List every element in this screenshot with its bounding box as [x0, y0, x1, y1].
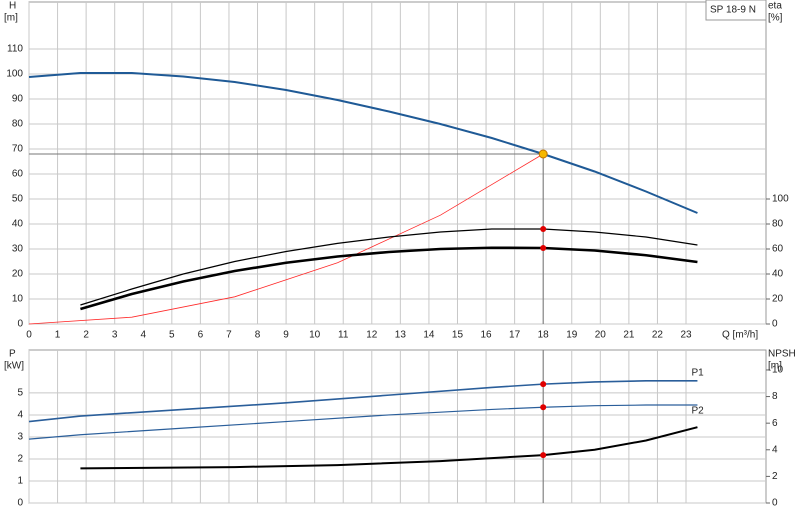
y2-tick-label: 10	[772, 365, 784, 376]
operating-point	[538, 149, 548, 159]
x-tick-label: 22	[652, 330, 664, 341]
x-tick-label: 3	[112, 330, 118, 341]
x-tick-label: 6	[198, 330, 204, 341]
y-axis-unit: [m]	[4, 13, 18, 24]
curve	[80, 426, 698, 470]
y2-tick-label: 0	[772, 498, 778, 509]
y2-tick-label: 80	[772, 219, 784, 230]
x-tick-label: 18	[538, 330, 550, 341]
x-tick-label: 20	[595, 330, 607, 341]
y2-tick-label: 20	[772, 294, 784, 305]
y-tick-label: 50	[12, 194, 24, 205]
y2-axis-label: NPSH	[768, 349, 796, 360]
y2-tick-label: 100	[772, 194, 789, 205]
y-tick-label: 90	[12, 94, 24, 105]
y2-tick-label: 60	[772, 244, 784, 255]
y-tick-label: 20	[12, 269, 24, 280]
label-box	[705, 0, 767, 21]
curve	[28, 380, 698, 423]
curve	[80, 228, 698, 306]
y-tick-label: 0	[17, 319, 23, 330]
x-tick-label: 23	[680, 330, 692, 341]
y2-axis-unit: [%]	[768, 13, 783, 24]
x-tick-label: 5	[169, 330, 175, 341]
y2-axis-label: eta	[768, 1, 782, 12]
y-tick-label: 60	[12, 169, 24, 180]
y-tick-label: 4	[17, 410, 23, 421]
series-label: P1	[691, 367, 704, 378]
curve	[28, 153, 544, 325]
duty-point	[540, 245, 547, 251]
x-tick-label: 14	[423, 330, 435, 341]
x-tick-label: 9	[283, 330, 289, 341]
x-tick-label: 21	[623, 330, 635, 341]
y-tick-label: 0	[17, 498, 23, 509]
plot-area	[28, 1, 767, 325]
y-tick-label: 40	[12, 219, 24, 230]
duty-point	[540, 452, 547, 459]
duty-point	[540, 381, 547, 388]
x-axis-label: Q [m³/h]	[722, 330, 758, 341]
box-label: SP 18-9 N	[710, 5, 756, 16]
x-tick-label: 13	[395, 330, 407, 341]
y-tick-label: 1	[17, 476, 23, 487]
y-tick-label: 2	[17, 454, 23, 465]
curve	[28, 72, 698, 214]
duty-point	[540, 404, 547, 411]
y-tick-label: 5	[17, 388, 23, 399]
x-tick-label: 2	[83, 330, 89, 341]
x-tick-label: 17	[509, 330, 521, 341]
x-tick-label: 7	[226, 330, 232, 341]
y-tick-label: 110	[7, 44, 23, 55]
x-tick-label: 8	[255, 330, 261, 341]
y-tick-label: 70	[12, 144, 24, 155]
x-tick-label: 4	[140, 330, 146, 341]
x-tick-label: 1	[55, 330, 61, 341]
x-tick-label: 0	[26, 330, 32, 341]
y2-tick-label: 4	[772, 444, 778, 455]
y2-tick-label: 8	[772, 391, 778, 402]
y-tick-label: 30	[12, 244, 24, 255]
y-tick-label: 100	[6, 69, 23, 80]
y-tick-label: 80	[12, 119, 24, 130]
y2-tick-label: 40	[772, 269, 784, 280]
x-tick-label: 11	[338, 330, 349, 341]
plot-area	[28, 349, 767, 504]
duty-point	[540, 226, 547, 232]
series-label: P2	[691, 406, 704, 417]
y-axis-unit: [kW]	[4, 361, 24, 372]
y-axis-label: H	[9, 1, 16, 12]
x-tick-label: 12	[366, 330, 378, 341]
y2-tick-label: 2	[772, 471, 778, 482]
x-tick-label: 15	[452, 330, 464, 341]
y-axis-label: P	[9, 349, 16, 360]
y2-tick-label: 6	[772, 418, 778, 429]
y-tick-label: 3	[17, 432, 23, 443]
curve	[28, 404, 698, 440]
x-tick-label: 10	[309, 330, 321, 341]
y2-tick-label: 0	[772, 319, 778, 330]
curve	[80, 246, 698, 311]
x-tick-label: 16	[480, 330, 492, 341]
x-tick-label: 19	[566, 330, 578, 341]
y2-axis-unit: [m]	[768, 361, 782, 372]
y-tick-label: 10	[12, 294, 24, 305]
